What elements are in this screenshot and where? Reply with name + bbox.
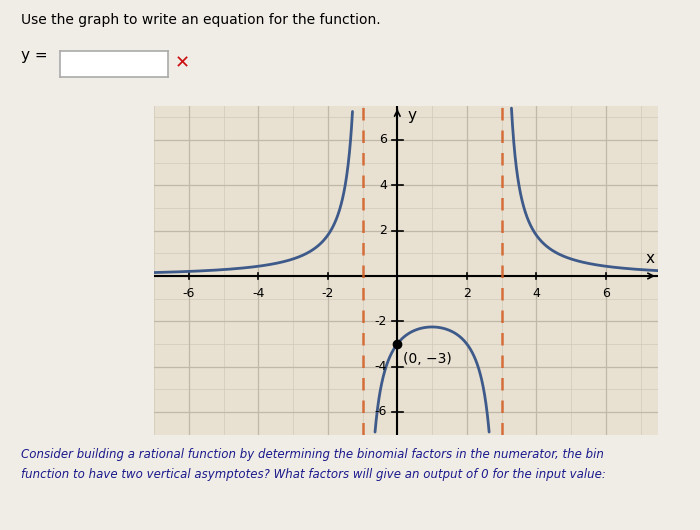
Text: -6: -6 [183, 287, 195, 301]
Text: y =: y = [21, 48, 48, 63]
Text: 2: 2 [379, 224, 387, 237]
Text: 4: 4 [533, 287, 540, 301]
Text: -2: -2 [321, 287, 334, 301]
Text: y: y [407, 108, 416, 123]
Text: 6: 6 [602, 287, 610, 301]
Text: x: x [645, 251, 654, 266]
Text: 6: 6 [379, 134, 387, 146]
Text: Consider building a rational function by determining the binomial factors in the: Consider building a rational function by… [21, 448, 604, 461]
Text: 4: 4 [379, 179, 387, 192]
Text: 2: 2 [463, 287, 471, 301]
Text: -6: -6 [374, 405, 387, 419]
Text: -4: -4 [252, 287, 265, 301]
Text: Use the graph to write an equation for the function.: Use the graph to write an equation for t… [21, 13, 381, 27]
Text: ✕: ✕ [175, 55, 190, 73]
Text: -2: -2 [374, 315, 387, 328]
Text: -4: -4 [374, 360, 387, 373]
Text: function to have two vertical asymptotes? What factors will give an output of 0 : function to have two vertical asymptotes… [21, 468, 606, 481]
Text: (0, −3): (0, −3) [402, 352, 452, 366]
